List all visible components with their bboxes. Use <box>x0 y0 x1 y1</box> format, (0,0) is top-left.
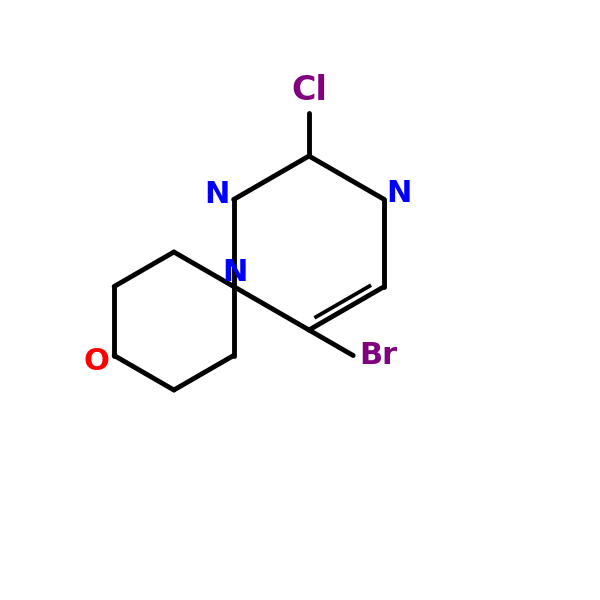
Text: Cl: Cl <box>291 73 327 107</box>
Text: Br: Br <box>359 341 397 370</box>
Text: N: N <box>386 179 412 208</box>
Text: N: N <box>204 180 230 209</box>
Text: N: N <box>222 257 248 287</box>
Text: O: O <box>83 347 109 376</box>
